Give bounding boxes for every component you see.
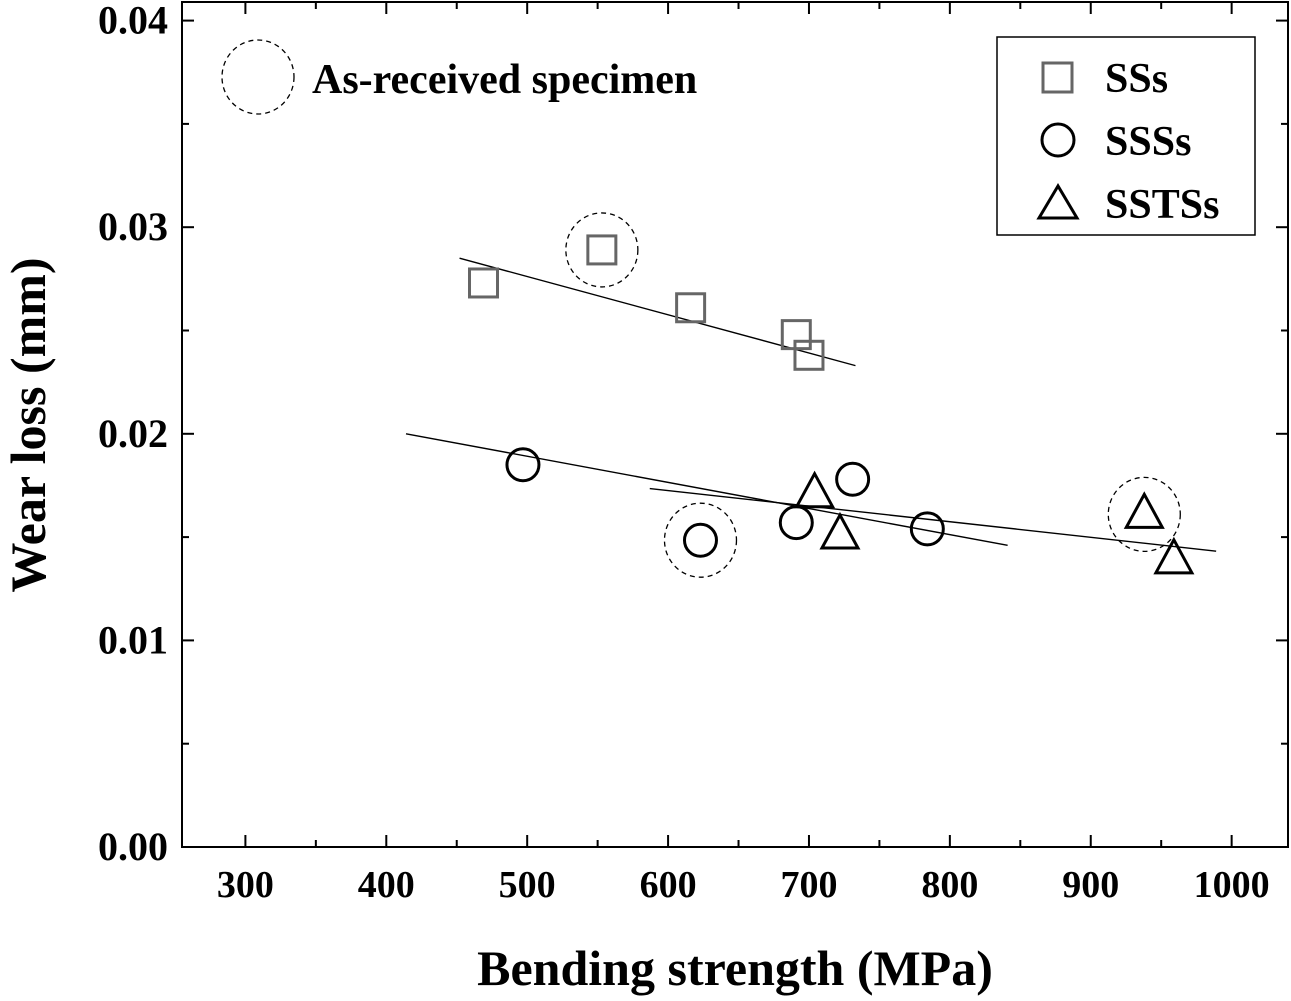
legend-label-ssss: SSSs xyxy=(1105,119,1191,165)
legend-circle-icon xyxy=(1040,122,1076,158)
x-tick-label: 1000 xyxy=(1194,864,1270,906)
legend-label-sss: SSs xyxy=(1105,56,1168,102)
fit-line-ssss xyxy=(405,433,1008,547)
as-received-highlight xyxy=(565,212,639,288)
data-point-triangle xyxy=(1123,491,1165,529)
data-point-triangle xyxy=(1153,536,1195,575)
data-point-circle xyxy=(835,461,871,497)
x-tick-label: 300 xyxy=(217,864,274,906)
as-received-label: As-received specimen xyxy=(312,57,697,103)
plot-frame xyxy=(181,1,1289,848)
x-tick-label: 800 xyxy=(921,864,978,906)
legend-box xyxy=(996,36,1256,236)
as-received-highlight xyxy=(1107,476,1181,553)
data-point-circle xyxy=(682,522,718,558)
x-tick-label: 400 xyxy=(358,864,415,906)
data-point-triangle xyxy=(794,470,836,509)
fit-line-sstss xyxy=(649,487,1217,552)
legend-label-sstss: SSTSs xyxy=(1105,182,1219,228)
data-point-square xyxy=(468,267,500,299)
x-axis-label: Bending strength (MPa) xyxy=(477,940,993,996)
data-point-circle xyxy=(909,511,945,547)
x-tick-label: 600 xyxy=(640,864,697,906)
data-point-square xyxy=(675,292,707,324)
y-tick-label: 0.03 xyxy=(98,204,168,249)
legend-square-icon xyxy=(1041,61,1074,94)
y-tick-label: 0.01 xyxy=(98,617,168,662)
y-tick-label: 0.02 xyxy=(98,411,168,456)
y-tick-label: 0.00 xyxy=(98,824,168,869)
as-received-highlight xyxy=(663,502,738,578)
data-point-circle xyxy=(778,505,814,541)
legend-triangle-icon xyxy=(1036,183,1080,220)
annotation-as-received: As-received specimen xyxy=(221,39,697,115)
y-axis-label: Wear loss (mm) xyxy=(0,257,56,592)
data-point-triangle xyxy=(819,511,861,550)
legend: SSs SSSs SSTSs xyxy=(996,36,1256,236)
x-tick-label: 500 xyxy=(499,864,556,906)
x-tick-label: 900 xyxy=(1062,864,1119,906)
x-tick-label: 700 xyxy=(780,864,837,906)
data-point-square xyxy=(793,339,825,371)
as-received-marker-icon xyxy=(221,39,295,115)
data-point-circle xyxy=(505,447,541,483)
y-tick-label: 0.04 xyxy=(98,0,168,43)
data-point-square xyxy=(586,234,618,266)
